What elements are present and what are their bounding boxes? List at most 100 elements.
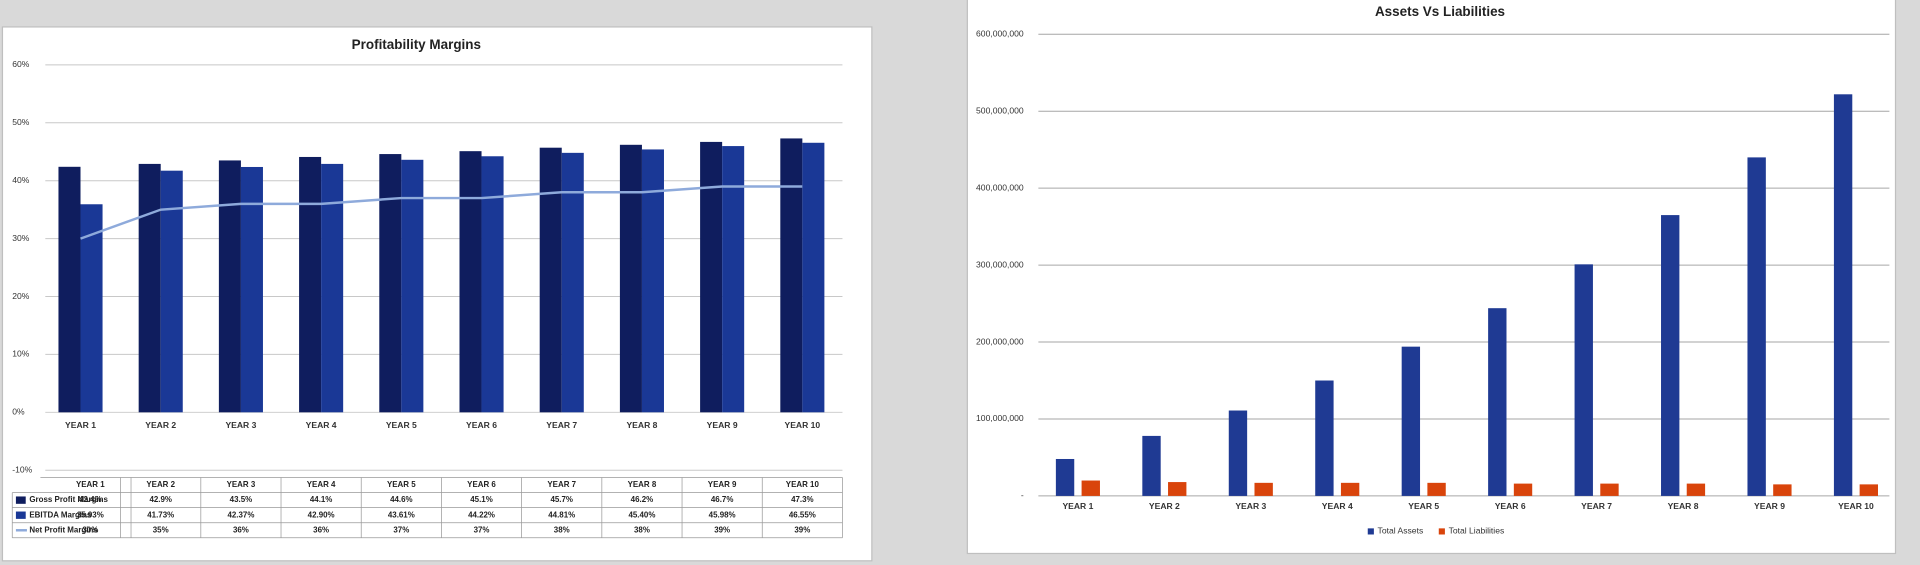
y-tick-label: 50%: [12, 117, 30, 127]
table-value: 42.90%: [308, 510, 335, 519]
table-value: 46.55%: [789, 510, 816, 519]
bar: [299, 156, 322, 413]
table-value: 37%: [474, 525, 490, 534]
bar: [1513, 483, 1533, 496]
bar: [802, 142, 825, 413]
bar: [700, 141, 723, 413]
x-tick-label: YEAR 6: [1495, 501, 1526, 511]
line: [80, 185, 803, 240]
table-value: 45.40%: [628, 510, 655, 519]
x-tick-label: YEAR 3: [1235, 501, 1266, 511]
y-tick-label: 200,000,000: [976, 336, 1024, 346]
y-tick-label: 300,000,000: [976, 259, 1024, 269]
table-key: [15, 511, 26, 519]
table-value: 35.93%: [77, 510, 104, 519]
table-row-label: Net Profit Margins: [29, 525, 98, 534]
y-tick-label: 40%: [12, 175, 30, 185]
table-header: YEAR 5: [387, 480, 416, 489]
bar: [218, 160, 241, 413]
bar: [539, 147, 562, 413]
bar: [401, 159, 424, 413]
legend-label: Total Liabilities: [1449, 526, 1505, 536]
bar: [160, 170, 183, 413]
bar: [1488, 308, 1507, 496]
table-value: 36%: [313, 525, 329, 534]
table-value: 44.1%: [310, 495, 333, 504]
x-tick-label: YEAR 7: [1581, 501, 1612, 511]
x-tick-label: YEAR 10: [784, 420, 820, 430]
bar: [1228, 410, 1248, 496]
bar: [138, 163, 161, 413]
table-header: YEAR 1: [76, 480, 105, 489]
table-header: YEAR 10: [786, 480, 820, 489]
y-tick-label: 60%: [12, 59, 30, 69]
bar: [459, 151, 482, 413]
bar: [1315, 380, 1334, 496]
table-value: 35%: [153, 525, 169, 534]
bar: [1401, 346, 1421, 496]
y-tick-label: -: [1021, 490, 1024, 500]
table-value: 30%: [82, 525, 98, 534]
x-tick-label: YEAR 1: [65, 420, 96, 430]
table-value: 37%: [393, 525, 409, 534]
bar: [1254, 482, 1273, 496]
bar: [1574, 264, 1593, 496]
table-value: 39%: [794, 525, 810, 534]
bar: [561, 152, 584, 413]
bar: [641, 149, 664, 413]
legend-key: [1438, 528, 1445, 535]
table-value: 36%: [233, 525, 249, 534]
legend-key: [1367, 528, 1374, 535]
x-tick-label: YEAR 7: [546, 420, 577, 430]
bar: [1747, 157, 1766, 496]
y-tick-label: 0%: [12, 407, 25, 417]
bar: [1427, 482, 1446, 496]
table-value: 44.81%: [548, 510, 575, 519]
y-tick-label: 600,000,000: [976, 29, 1024, 39]
table-value: 38%: [634, 525, 650, 534]
x-tick-label: YEAR 4: [306, 420, 337, 430]
y-tick-label: -10%: [12, 464, 32, 474]
y-tick-label: 100,000,000: [976, 413, 1024, 423]
chart-title: Assets Vs Liabilities: [1375, 4, 1505, 19]
bar: [1686, 483, 1706, 496]
bar: [1142, 435, 1161, 496]
table-header: YEAR 4: [307, 480, 336, 489]
y-tick-label: 400,000,000: [976, 182, 1024, 192]
table-header: YEAR 3: [227, 480, 256, 489]
bar: [1833, 94, 1853, 496]
bar: [1055, 458, 1075, 496]
y-tick-label: 500,000,000: [976, 105, 1024, 115]
table-value: 41.73%: [147, 510, 174, 519]
x-tick-label: YEAR 8: [626, 420, 657, 430]
table-value: 46.2%: [631, 495, 654, 504]
bar: [321, 163, 344, 413]
bar: [1168, 482, 1187, 496]
x-tick-label: YEAR 1: [1062, 501, 1093, 511]
x-tick-label: YEAR 6: [466, 420, 497, 430]
table-value: 45.7%: [550, 495, 573, 504]
table-header: YEAR 7: [547, 480, 576, 489]
bar: [722, 146, 745, 413]
table-header: YEAR 8: [628, 480, 657, 489]
table-row-label: Gross Profit Margins: [29, 495, 108, 504]
bar: [80, 204, 103, 413]
bar: [1661, 215, 1680, 496]
bar: [780, 138, 803, 413]
table-value: 45.1%: [470, 495, 493, 504]
x-tick-label: YEAR 2: [145, 420, 176, 430]
table-value: 43.61%: [388, 510, 415, 519]
table-header: YEAR 6: [467, 480, 496, 489]
bar: [1773, 484, 1792, 496]
x-tick-label: YEAR 2: [1149, 501, 1180, 511]
bar: [619, 144, 642, 413]
table-value: 39%: [714, 525, 730, 534]
table-value: 42.9%: [149, 495, 172, 504]
chart-title: Profitability Margins: [352, 37, 481, 52]
x-tick-label: YEAR 10: [1838, 501, 1874, 511]
bar: [1859, 484, 1879, 496]
table-header: YEAR 9: [708, 480, 737, 489]
